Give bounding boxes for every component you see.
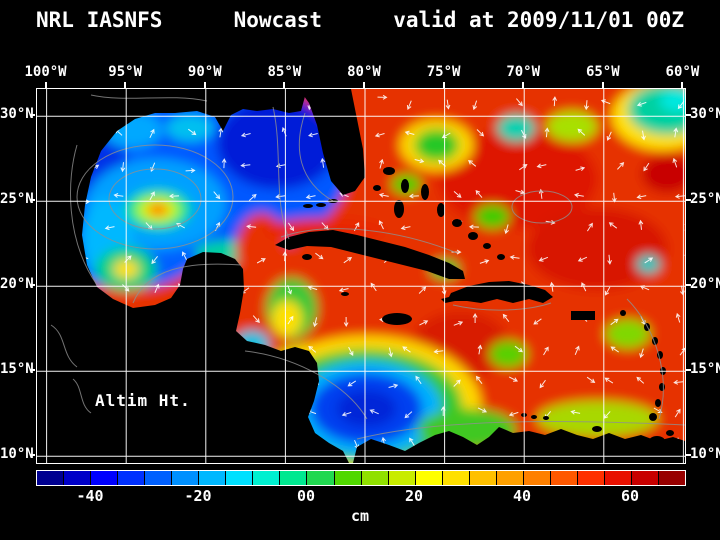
colorbar-segment (361, 471, 389, 485)
lon-tick-label: 80°W (347, 64, 381, 80)
lat-tick-label: 15°N (0, 361, 34, 378)
colorbar-segment (415, 471, 443, 485)
colorbar-segment (253, 471, 281, 485)
grid-lines (37, 89, 685, 463)
lat-tick-label: 10°N (690, 446, 720, 463)
lon-tick-label: 60°W (665, 64, 700, 80)
lon-tick-mark (203, 82, 206, 88)
title-bar: NRL IASNFS Nowcast valid at 2009/11/01 0… (36, 8, 684, 32)
colorbar-tick-label: -20 (184, 487, 212, 505)
lat-tick-label: 25°N (690, 191, 720, 208)
lon-tick-label: 85°W (267, 64, 302, 80)
colorbar-segment (632, 471, 660, 485)
map-panel: Altim Ht. (36, 88, 686, 464)
lat-tick-mark (30, 454, 35, 457)
colorbar-segment (307, 471, 335, 485)
colorbar-tick-label: -40 (76, 487, 104, 505)
lat-tick-mark (30, 114, 35, 117)
colorbar-segment (334, 471, 362, 485)
colorbar-segment (37, 471, 65, 485)
lat-tick-mark (686, 199, 691, 202)
lat-tick-label: 20°N (0, 276, 34, 293)
colorbar-segment (550, 471, 578, 485)
lon-tick-label: 95°W (108, 64, 143, 80)
lon-tick-label: 65°W (585, 64, 620, 80)
colorbar-segment (199, 471, 227, 485)
lon-tick-mark (522, 82, 525, 88)
lat-tick-label: 20°N (690, 276, 720, 293)
colorbar-segment (172, 471, 200, 485)
valid-time: valid at 2009/11/01 00Z (393, 8, 684, 32)
lon-tick-label: 70°W (506, 64, 541, 80)
colorbar-tick-label: 00 (296, 487, 316, 505)
lat-tick-mark (30, 284, 35, 287)
map-canvas (37, 89, 685, 463)
colorbar-segment (496, 471, 524, 485)
colorbar-segment (91, 471, 119, 485)
depth-contours (50, 94, 685, 440)
colorbar (36, 470, 686, 486)
lon-tick-mark (283, 82, 286, 88)
lon-tick-label: 90°W (187, 64, 222, 80)
lon-tick-mark (681, 82, 684, 88)
colorbar-segment (523, 471, 551, 485)
colorbar-segment (442, 471, 470, 485)
colorbar-segment (388, 471, 416, 485)
colorbar-segment (659, 471, 686, 485)
variable-label: Altim Ht. (95, 391, 191, 410)
colorbar-segment (577, 471, 605, 485)
lat-tick-mark (686, 284, 691, 287)
lat-tick-label: 30°N (690, 106, 720, 123)
lon-tick-label: 100°W (24, 64, 67, 80)
lon-tick-mark (362, 82, 365, 88)
lon-tick-label: 75°W (426, 64, 461, 80)
lat-tick-label: 10°N (0, 446, 34, 463)
product-type: Nowcast (233, 8, 323, 32)
colorbar-tick-label: 60 (620, 487, 640, 505)
lat-tick-mark (686, 114, 691, 117)
map-svg (37, 89, 685, 463)
colorbar-unit: cm (350, 507, 370, 525)
lon-tick-mark (601, 82, 604, 88)
lon-tick-mark (124, 82, 127, 88)
colorbar-tick-label: 40 (512, 487, 532, 505)
lon-tick-mark (44, 82, 47, 88)
colorbar-segment (145, 471, 173, 485)
model-name: NRL IASNFS (36, 8, 163, 32)
lat-tick-mark (30, 369, 35, 372)
lat-tick-label: 25°N (0, 191, 34, 208)
lon-tick-mark (442, 82, 445, 88)
colorbar-segment (604, 471, 633, 485)
lat-tick-label: 15°N (690, 361, 720, 378)
colorbar-segment (280, 471, 308, 485)
colorbar-segment (118, 471, 146, 485)
lat-tick-mark (30, 199, 35, 202)
colorbar-segment (226, 471, 254, 485)
lat-tick-mark (686, 369, 691, 372)
colorbar-segment (469, 471, 497, 485)
lat-tick-mark (686, 454, 691, 457)
lat-tick-label: 30°N (0, 106, 34, 123)
colorbar-tick-label: 20 (404, 487, 424, 505)
colorbar-segment (64, 471, 92, 485)
